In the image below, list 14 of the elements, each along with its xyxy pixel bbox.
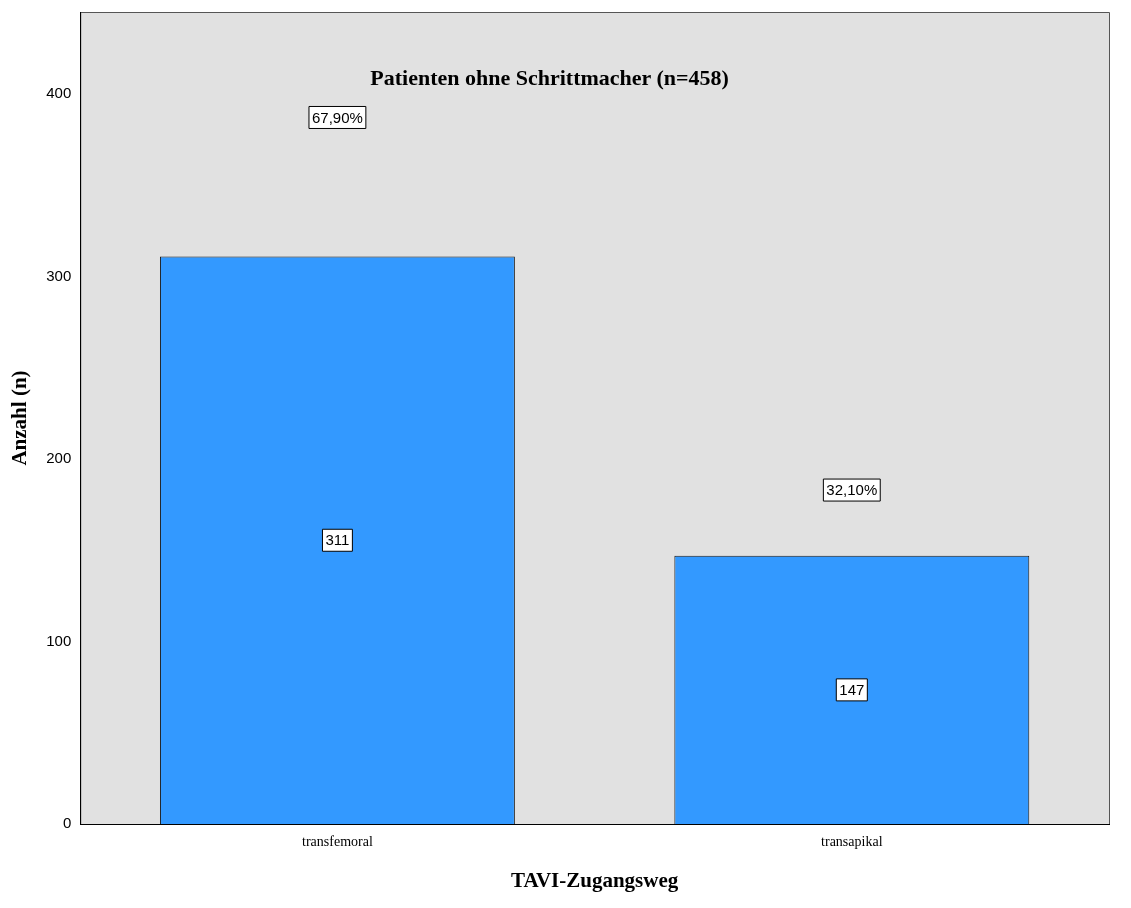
x-tick-label: transapikal	[821, 834, 883, 850]
y-tick-label: 300	[46, 266, 72, 284]
data-label: 311	[325, 531, 350, 549]
y-axis-title: Anzahl (n)	[7, 370, 32, 466]
x-tick-label: transfemoral	[302, 834, 373, 850]
y-tick-label: 400	[46, 84, 72, 102]
y-tick-label: 200	[46, 449, 72, 467]
x-axis-title: TAVI-Zugangsweg	[510, 867, 679, 892]
y-tick-label: 100	[46, 631, 72, 649]
text: Patienten ohne Schrittmacher (n=458)	[370, 64, 729, 90]
y-tick-label: 0	[62, 814, 72, 832]
annotation: 67,90%	[311, 108, 363, 126]
data-label: 147	[839, 681, 865, 699]
annotation: 32,10%	[826, 481, 878, 499]
